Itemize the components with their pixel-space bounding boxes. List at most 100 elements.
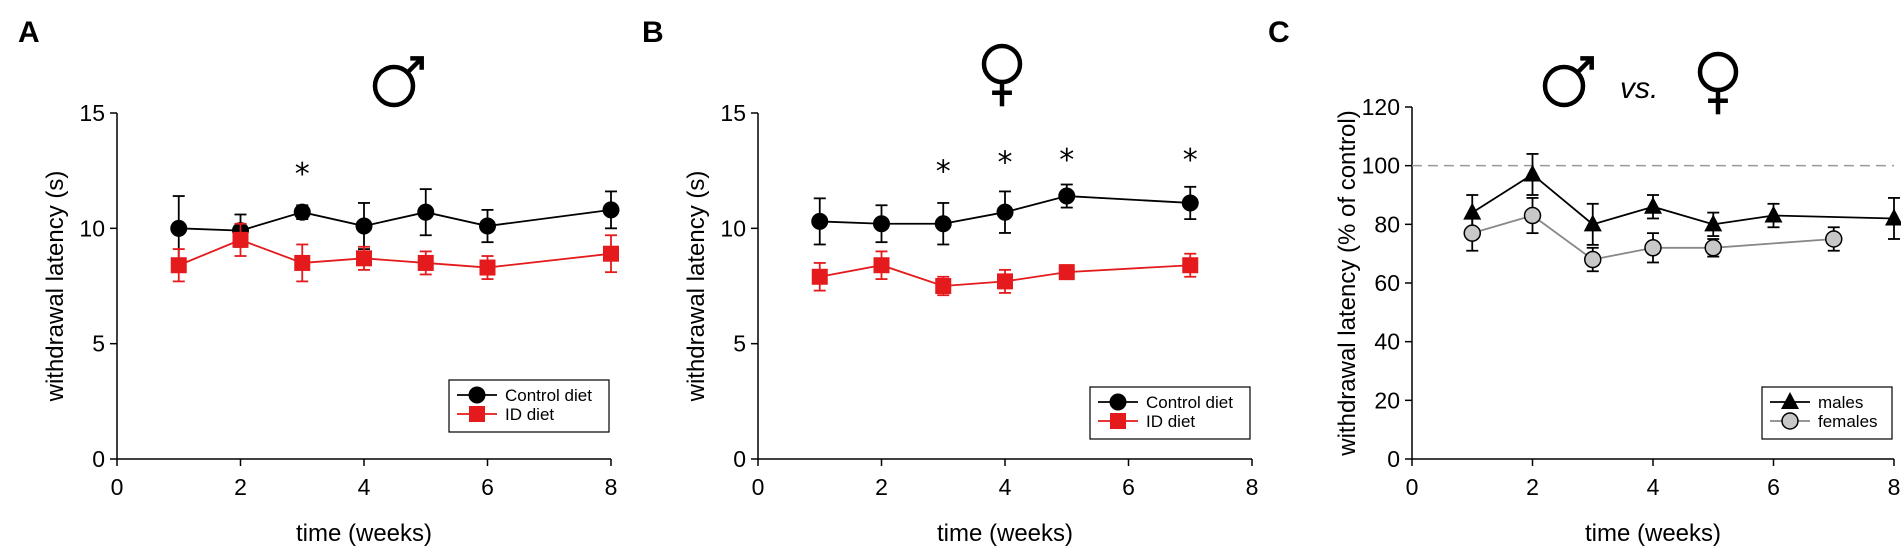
x-tick-label: 0 [111,474,124,500]
data-point [1704,214,1723,232]
data-point [1583,214,1602,232]
series-line [1471,214,1834,261]
y-axis-title: withdrawal latency (% of control) [1334,110,1361,456]
x-tick-label: 2 [875,474,888,500]
significance-star: * [998,146,1013,181]
y-tick-label: 10 [79,215,105,241]
data-point [873,215,890,233]
series-line [819,195,1191,225]
x-tick-label: 0 [752,474,765,500]
male-symbol-arrow [405,56,424,75]
data-point [417,254,434,271]
data-point [170,257,187,274]
legend-marker [1109,393,1127,411]
significance-star: * [936,155,951,190]
y-tick-label: 20 [1374,387,1400,413]
y-tick-label: 40 [1374,329,1400,355]
y-tick-label: 120 [1362,94,1400,120]
legend-label: ID diet [505,405,554,424]
data-point [170,219,188,237]
data-point [1825,230,1843,248]
series-control-diet [170,188,620,262]
legend-marker [469,406,485,422]
data-point [997,273,1013,290]
y-tick-label: 0 [1387,446,1400,472]
data-point [1644,239,1662,257]
male-symbol-arrowhead [1580,56,1594,70]
x-tick-label: 4 [358,474,371,500]
data-point [602,201,620,219]
y-tick-label: 15 [720,100,746,126]
legend-marker [1110,413,1126,429]
data-point [356,250,372,267]
legend-label: Control diet [1146,393,1233,412]
legend-label: females [1818,412,1878,431]
panel-label: A [18,16,40,49]
x-tick-label: 0 [1406,474,1419,500]
legend-marker [1781,412,1799,430]
vs-label: vs. [1620,72,1658,105]
data-point [417,203,435,221]
data-point [479,259,496,276]
legend-marker [1781,392,1799,409]
y-tick-label: 10 [720,215,746,241]
data-point [935,278,952,294]
data-point [1523,206,1542,225]
data-point [1885,208,1901,226]
y-tick-label: 80 [1374,211,1400,237]
data-point [1764,205,1783,223]
y-axis-title: withdrawal latency (s) [42,171,69,403]
data-point [1644,196,1662,214]
data-point [355,217,373,235]
data-point [873,257,890,274]
panel-label: B [642,16,664,49]
x-tick-label: 4 [999,474,1012,500]
y-axis-title: withdrawal latency (s) [683,171,710,403]
y-tick-label: 5 [733,331,746,357]
y-tick-label: 5 [92,331,105,357]
series-id-diet [811,250,1199,297]
x-tick-label: 6 [1122,474,1135,500]
significance-star: * [1183,143,1198,178]
data-point [479,217,496,235]
legend-box [1761,386,1893,440]
series-line [819,264,1191,287]
y-tick-label: 0 [733,446,746,472]
panel-label: C [1268,16,1290,49]
female-symbol-ring [981,43,1023,85]
y-tick-label: 15 [79,100,105,126]
data-point [1584,250,1602,269]
x-axis-title: time (weeks) [296,520,432,547]
panel-c: Cvs. 0 20 40 60 80 100 120 0 2 4 6 8 time (weeks) with… [1268,16,1901,547]
x-tick-label: 2 [1526,474,1539,500]
male-symbol-arrowhead [410,56,424,70]
data-point [1182,257,1199,274]
y-tick-label: 100 [1362,153,1400,179]
x-axis-title: time (weeks) [937,520,1073,547]
x-tick-label: 8 [1888,474,1901,500]
female-symbol-icon [1697,51,1739,115]
x-tick-label: 6 [481,474,494,500]
x-tick-label: 8 [605,474,618,500]
y-tick-label: 60 [1374,270,1400,296]
panel-a: A 0 5 10 15 0 2 4 6 8 time (weeks) withdrawal laten… [18,16,620,547]
data-point [232,231,249,248]
data-point [1058,187,1076,205]
data-point [1058,264,1075,281]
legend-marker [468,386,486,404]
significance-star: * [295,157,310,192]
legend-label: ID diet [1146,412,1195,431]
data-point [293,203,311,221]
data-point [1181,194,1199,212]
data-point [811,268,828,285]
x-axis-title: time (weeks) [1585,520,1721,547]
x-tick-label: 8 [1246,474,1259,500]
male-symbol-icon [1542,56,1594,108]
data-point [1463,224,1481,242]
male-symbol-ring [1542,64,1586,108]
data-point [603,245,619,262]
x-tick-label: 4 [1647,474,1660,500]
